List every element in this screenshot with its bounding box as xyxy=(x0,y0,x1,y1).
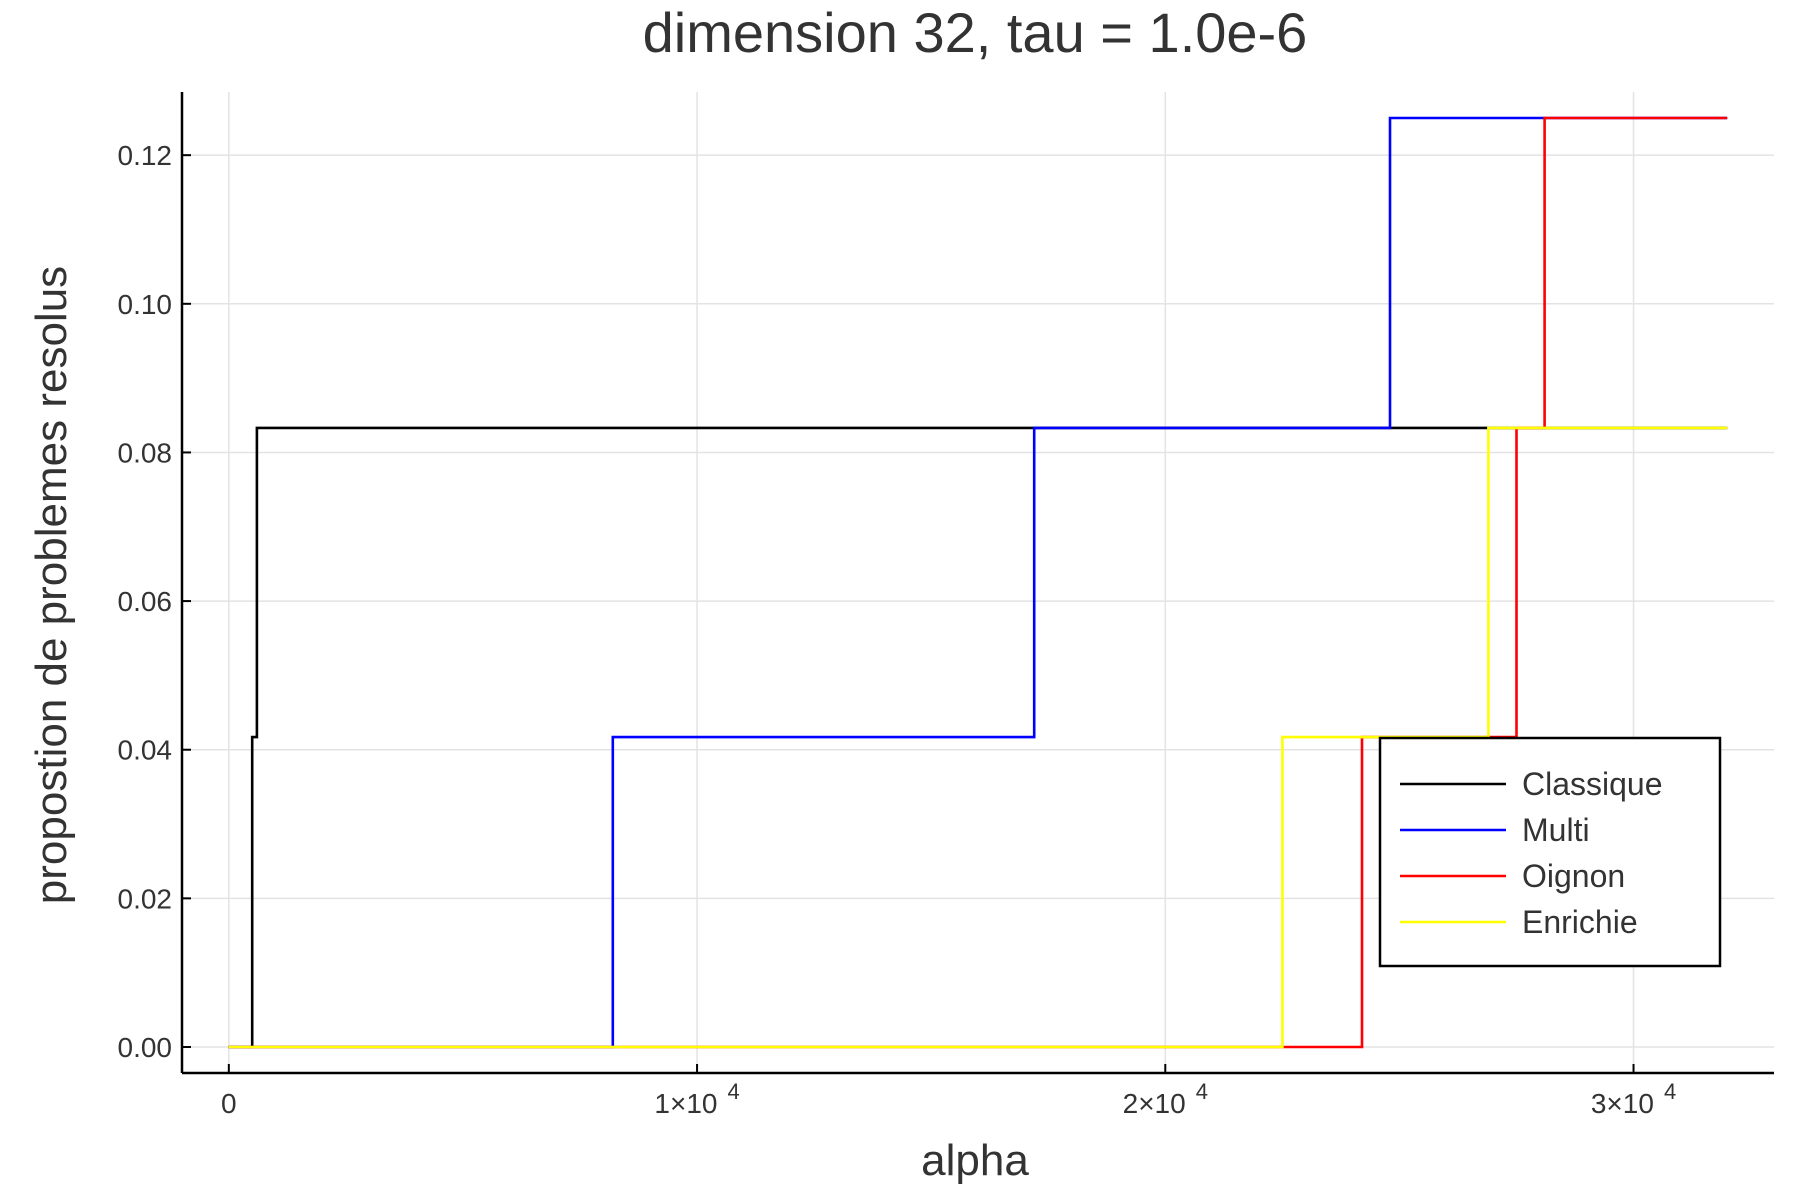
y-ticks: 0.00 0.02 0.04 0.06 0.08 0.10 0.12 xyxy=(118,140,192,1063)
y-axis-label: propostion de problemes resolus xyxy=(27,266,76,904)
legend-label: Oignon xyxy=(1522,858,1625,894)
y-tick-label: 0.06 xyxy=(118,586,173,617)
x-tick-label: 3×10 4 xyxy=(1591,1079,1676,1119)
x-tick-exponent: 4 xyxy=(1664,1079,1676,1104)
legend: Classique Multi Oignon Enrichie xyxy=(1380,738,1720,966)
x-tick-exponent: 4 xyxy=(1196,1079,1208,1104)
x-axis-label: alpha xyxy=(921,1136,1029,1185)
y-tick-label: 0.10 xyxy=(118,289,173,320)
x-tick-mantissa: 0 xyxy=(221,1088,237,1119)
y-tick-label: 0.04 xyxy=(118,735,173,766)
x-tick-exponent: 4 xyxy=(727,1079,739,1104)
y-tick-label: 0.00 xyxy=(118,1032,173,1063)
legend-label: Classique xyxy=(1522,766,1663,802)
y-tick-label: 0.12 xyxy=(118,140,173,171)
legend-label: Multi xyxy=(1522,812,1590,848)
y-tick-label: 0.08 xyxy=(118,437,173,468)
x-tick-label: 2×10 4 xyxy=(1123,1079,1208,1119)
legend-label: Enrichie xyxy=(1522,904,1638,940)
x-tick-mantissa: 2×10 xyxy=(1123,1088,1186,1119)
chart-title: dimension 32, tau = 1.0e-6 xyxy=(643,1,1308,64)
x-tick-mantissa: 1×10 xyxy=(654,1088,717,1119)
x-tick-label: 0 xyxy=(221,1088,237,1119)
x-tick-mantissa: 3×10 xyxy=(1591,1088,1654,1119)
y-tick-label: 0.02 xyxy=(118,883,173,914)
x-tick-label: 1×10 4 xyxy=(654,1079,739,1119)
